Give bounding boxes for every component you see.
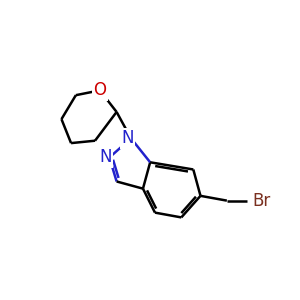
- Text: O: O: [93, 81, 106, 99]
- Text: Br: Br: [252, 192, 270, 210]
- Text: N: N: [100, 148, 112, 166]
- Text: N: N: [121, 129, 134, 147]
